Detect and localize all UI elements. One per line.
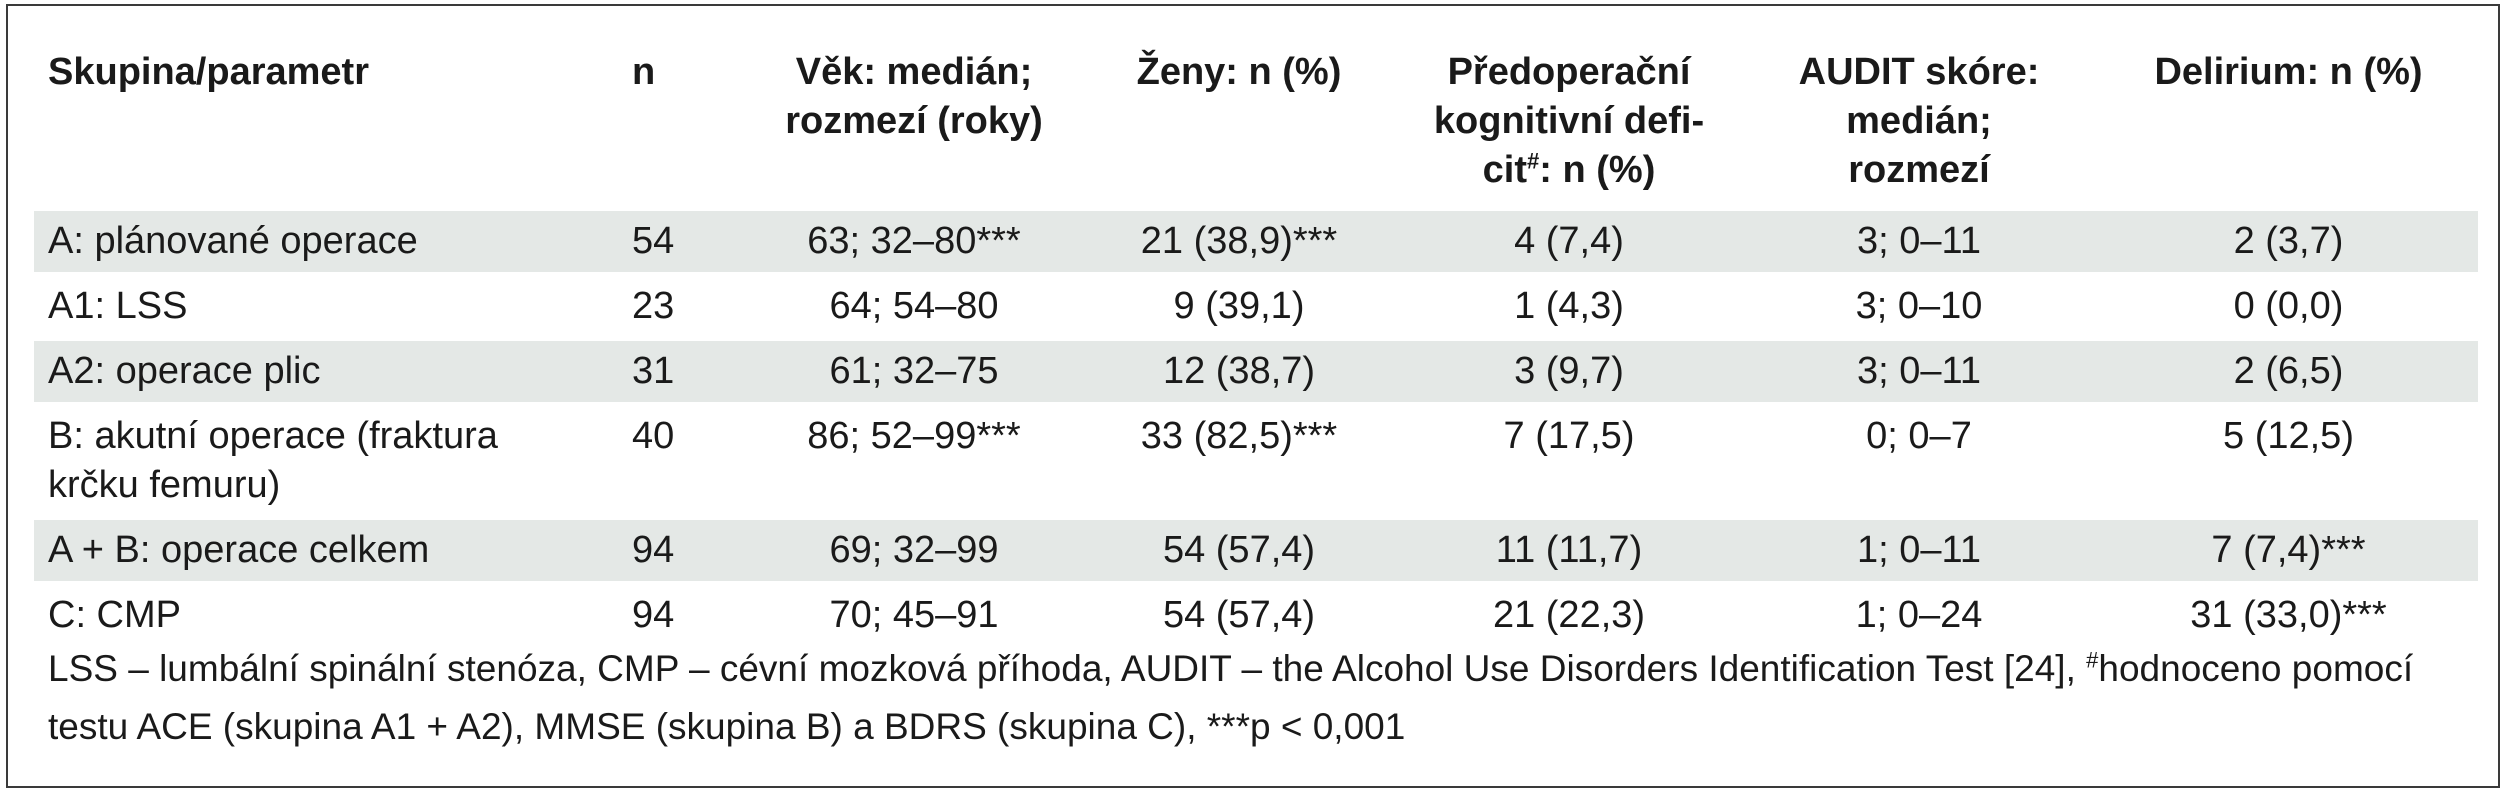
- cell-audit: 3; 0–11: [1739, 211, 2099, 272]
- cell-deficit: 21 (22,3): [1492, 594, 1646, 636]
- cell-delirium: 0 (0,0): [2233, 285, 2344, 327]
- cell-age: 61; 32–75: [749, 341, 1079, 402]
- header-deficit: Předoperační kognitivní defi-cit#: n (%): [1433, 51, 1705, 191]
- cell-delirium: 5 (12,5): [2223, 415, 2354, 457]
- table-footnote: LSS – lumbální spinální stenóza, CMP – c…: [48, 647, 2414, 747]
- cell-group: C: CMP: [48, 594, 181, 636]
- table-row: C: CMP 94 70; 45–91 54 (57,4) 21 (22,3) …: [34, 585, 2478, 646]
- cell-delirium: 31 (33,0)***: [2190, 594, 2387, 636]
- cell-women: 21 (38,9)***: [1079, 211, 1399, 272]
- table-row: A + B: operace celkem 94 69; 32–99 54 (5…: [34, 520, 2478, 581]
- cell-audit: 3; 0–11: [1739, 341, 2099, 402]
- cell-group: A1: LSS: [48, 285, 188, 327]
- cell-deficit: 1 (4,3): [1514, 285, 1624, 327]
- cell-age: 69; 32–99: [749, 520, 1079, 581]
- header-group: Skupina/parametr: [48, 51, 369, 93]
- header-age: Věk: medián; rozmezí (roky): [785, 51, 1043, 142]
- cell-women: 9 (39,1): [1173, 285, 1305, 327]
- cell-n: 31: [594, 341, 749, 402]
- cell-audit: 1; 0–24: [1855, 594, 1983, 636]
- table-row: B: akutní operace (fraktura krčku femuru)…: [34, 406, 2478, 516]
- cell-group: A: plánované operace: [34, 211, 594, 272]
- cell-audit: 0; 0–7: [1866, 415, 1972, 457]
- table-row: A1: LSS 23 64; 54–80 9 (39,1) 1 (4,3) 3;…: [34, 276, 2478, 337]
- cell-n: 54: [594, 211, 749, 272]
- header-audit: AUDIT skóre: medián; rozmezí: [1798, 51, 2040, 191]
- cell-n: 94: [594, 520, 749, 581]
- cell-group: B: akutní operace (fraktura krčku femuru): [48, 415, 498, 506]
- header-n: n: [632, 51, 656, 93]
- table-row: A: plánované operace 54 63; 32–80*** 21 …: [34, 211, 2478, 272]
- cell-women: 54 (57,4): [1079, 520, 1399, 581]
- cell-women: 54 (57,4): [1162, 594, 1316, 636]
- cell-delirium: 7 (7,4)***: [2099, 520, 2478, 581]
- cell-audit: 1; 0–11: [1739, 520, 2099, 581]
- header-delirium: Delirium: n (%): [2154, 51, 2423, 93]
- header-row: Skupina/parametr n Věk: medián; rozmezí (…: [34, 28, 2478, 211]
- cell-deficit: 4 (7,4): [1399, 211, 1739, 272]
- table-row: A2: operace plic 31 61; 32–75 12 (38,7) …: [34, 341, 2478, 402]
- cell-group: A + B: operace celkem: [34, 520, 594, 581]
- data-table: Skupina/parametr n Věk: medián; rozmezí (…: [34, 28, 2478, 646]
- cell-age: 63; 32–80***: [749, 211, 1079, 272]
- table-frame: [6, 4, 2500, 788]
- cell-group: A2: operace plic: [34, 341, 594, 402]
- cell-women: 33 (82,5)***: [1140, 415, 1338, 457]
- cell-n: 40: [632, 415, 675, 457]
- cell-deficit: 11 (11,7): [1399, 520, 1739, 581]
- header-women: Ženy: n (%): [1136, 51, 1342, 93]
- cell-deficit: 7 (17,5): [1503, 415, 1635, 457]
- cell-age: 86; 52–99***: [807, 415, 1021, 457]
- cell-audit: 3; 0–10: [1855, 285, 1983, 327]
- cell-n: 23: [632, 285, 675, 327]
- cell-women: 12 (38,7): [1079, 341, 1399, 402]
- cell-deficit: 3 (9,7): [1399, 341, 1739, 402]
- cell-n: 94: [632, 594, 675, 636]
- cell-delirium: 2 (3,7): [2099, 211, 2478, 272]
- cell-age: 70; 45–91: [829, 594, 999, 636]
- cell-delirium: 2 (6,5): [2099, 341, 2478, 402]
- cell-age: 64; 54–80: [829, 285, 999, 327]
